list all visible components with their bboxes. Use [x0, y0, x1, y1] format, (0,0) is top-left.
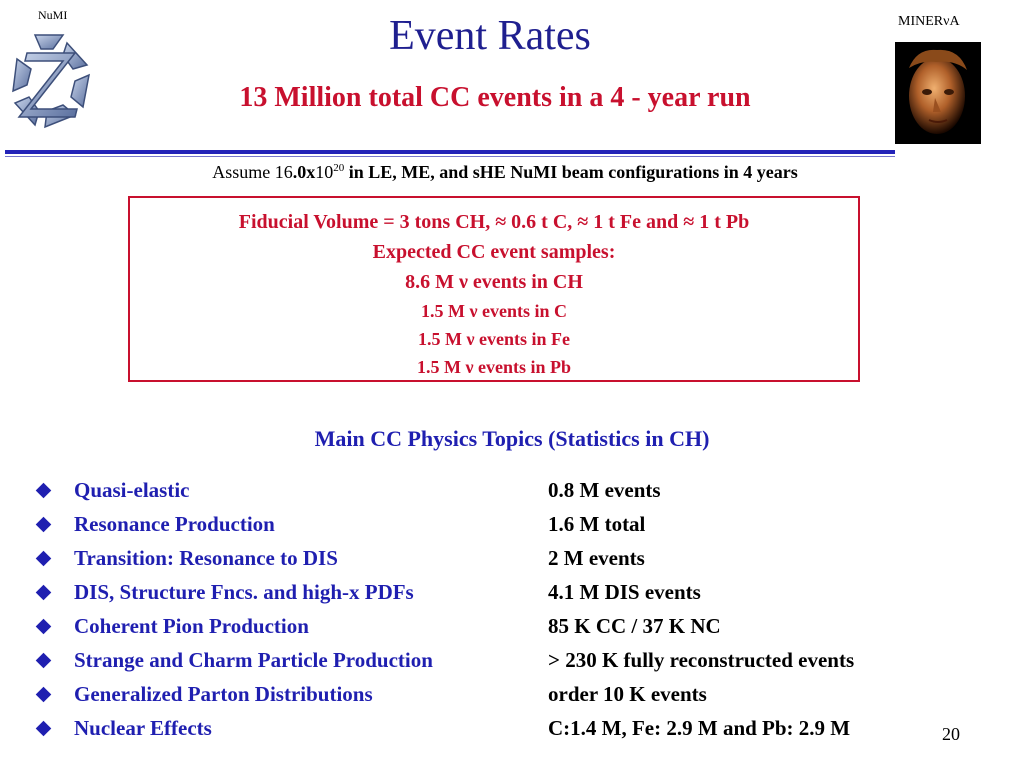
- expected-samples-line: Expected CC event samples:: [372, 241, 616, 263]
- fiducial-volume-line: Fiducial Volume = 3 tons CH, ≈ 0.6 t C, …: [238, 211, 750, 233]
- topic-name: Quasi-elastic: [74, 478, 190, 502]
- minerva-portrait-image: [895, 42, 981, 144]
- topic-name: DIS, Structure Fncs. and high-x PDFs: [74, 580, 414, 604]
- diamond-bullet-icon: [35, 482, 52, 499]
- list-item: Transition: Resonance to DIS 2 M events: [35, 544, 996, 578]
- diamond-bullet-icon: [35, 584, 52, 601]
- topic-value: 2 M events: [548, 546, 645, 570]
- diamond-bullet-icon: [35, 720, 52, 737]
- assume-exponent: 20: [333, 162, 345, 174]
- diamond-bullet-icon: [35, 652, 52, 669]
- ch-events-line: 8.6 M ν events in CH: [405, 271, 583, 293]
- diamond-bullet-icon: [35, 550, 52, 567]
- assume-base: 10: [315, 162, 334, 182]
- diamond-bullet-icon: [35, 618, 52, 635]
- numi-label: NuMI: [38, 8, 68, 22]
- topic-name: Resonance Production: [74, 512, 275, 536]
- topic-value: > 230 K fully reconstructed events: [548, 648, 855, 672]
- page-subtitle: 13 Million total CC events in a 4 - year…: [239, 82, 751, 113]
- topic-name: Strange and Charm Particle Production: [74, 648, 433, 672]
- divider: [5, 150, 895, 154]
- event-samples-box: Fiducial Volume = 3 tons CH, ≈ 0.6 t C, …: [128, 196, 860, 382]
- topic-value: C:1.4 M, Fe: 2.9 M and Pb: 2.9 M: [548, 716, 851, 740]
- list-item: Strange and Charm Particle Production > 2…: [35, 646, 996, 680]
- topic-value: order 10 K events: [548, 682, 707, 706]
- assume-suffix: in LE, ME, and sHE NuMI beam configurati…: [344, 162, 798, 182]
- topic-value: 1.6 M total: [548, 512, 646, 536]
- page-title: Event Rates: [389, 13, 591, 59]
- diamond-bullet-icon: [35, 686, 52, 703]
- assume-bold: .0x: [292, 162, 316, 182]
- divider-thin: [5, 156, 895, 157]
- topics-list: Quasi-elastic 0.8 M events Resonance Prod…: [35, 476, 996, 748]
- fe-events-line: 1.5 M ν events in Fe: [417, 329, 570, 349]
- topic-name: Nuclear Effects: [74, 716, 212, 740]
- list-item: Nuclear Effects C:1.4 M, Fe: 2.9 M and Pb…: [35, 714, 996, 748]
- assumption-text: Assume 16.0x1020 in LE, ME, and sHE NuMI…: [0, 162, 1010, 183]
- list-item: Generalized Parton Distributions order 10…: [35, 680, 996, 714]
- numi-logo-icon: [12, 34, 90, 129]
- topics-heading: Main CC Physics Topics (Statistics in CH…: [314, 426, 710, 451]
- list-item: Quasi-elastic 0.8 M events: [35, 476, 996, 510]
- topic-name: Generalized Parton Distributions: [74, 682, 373, 706]
- diamond-bullet-icon: [35, 516, 52, 533]
- topic-value: 85 K CC / 37 K NC: [548, 614, 721, 638]
- topic-value: 0.8 M events: [548, 478, 661, 502]
- topic-name: Coherent Pion Production: [74, 614, 309, 638]
- minerva-label: MINERνA: [898, 14, 960, 29]
- assume-prefix: Assume 16: [212, 162, 293, 182]
- list-item: Coherent Pion Production 85 K CC / 37 K N…: [35, 612, 996, 646]
- topic-value: 4.1 M DIS events: [548, 580, 701, 604]
- list-item: Resonance Production 1.6 M total: [35, 510, 996, 544]
- pb-events-line: 1.5 M ν events in Pb: [416, 357, 572, 377]
- topic-name: Transition: Resonance to DIS: [74, 546, 338, 570]
- c-events-line: 1.5 M ν events in C: [420, 301, 568, 321]
- page-number: 20: [942, 724, 960, 744]
- list-item: DIS, Structure Fncs. and high-x PDFs 4.1 …: [35, 578, 996, 612]
